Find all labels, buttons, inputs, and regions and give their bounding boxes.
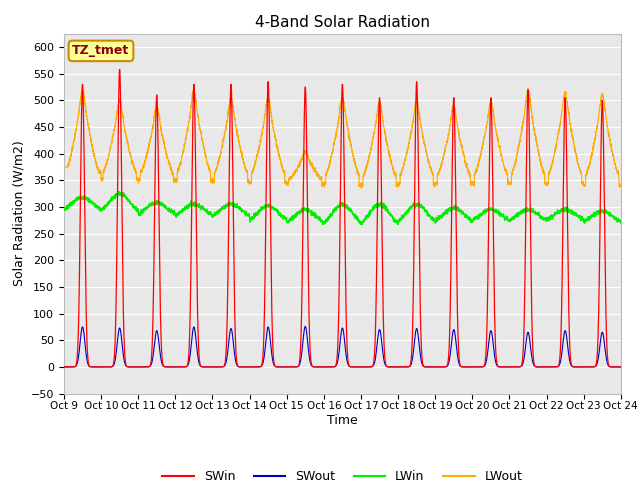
- X-axis label: Time: Time: [327, 414, 358, 427]
- Y-axis label: Solar Radiation (W/m2): Solar Radiation (W/m2): [12, 141, 26, 287]
- Text: TZ_tmet: TZ_tmet: [72, 44, 130, 58]
- Legend: SWin, SWout, LWin, LWout: SWin, SWout, LWin, LWout: [157, 465, 527, 480]
- Title: 4-Band Solar Radiation: 4-Band Solar Radiation: [255, 15, 430, 30]
